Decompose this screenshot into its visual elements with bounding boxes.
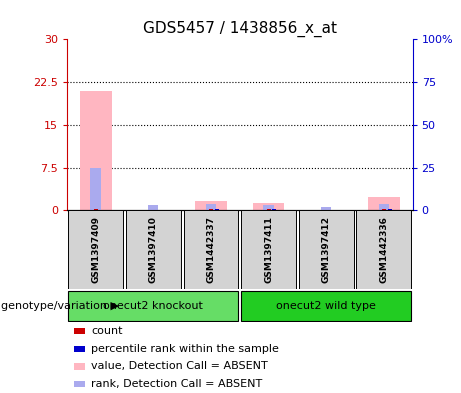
Text: percentile rank within the sample: percentile rank within the sample [91, 344, 279, 354]
Bar [90, 167, 101, 210]
Bar [126, 210, 181, 289]
Bar [80, 90, 112, 210]
Bar [195, 201, 227, 210]
Bar [74, 381, 85, 387]
Bar [263, 206, 274, 210]
Bar [94, 209, 98, 210]
Bar [388, 209, 391, 210]
Text: count: count [91, 326, 123, 336]
Bar [74, 328, 85, 334]
Text: GSM1397409: GSM1397409 [91, 216, 100, 283]
Bar [68, 210, 123, 289]
Bar [356, 210, 411, 289]
Text: value, Detection Call = ABSENT: value, Detection Call = ABSENT [91, 362, 268, 371]
Text: GSM1442337: GSM1442337 [207, 216, 215, 283]
Bar [74, 363, 85, 370]
Text: onecut2 wild type: onecut2 wild type [276, 301, 376, 310]
Text: onecut2 knockout: onecut2 knockout [103, 301, 203, 310]
Bar [215, 209, 219, 210]
Text: rank, Detection Call = ABSENT: rank, Detection Call = ABSENT [91, 379, 263, 389]
Bar [68, 290, 238, 321]
Bar [272, 209, 276, 210]
Bar [74, 345, 85, 352]
Text: GSM1397410: GSM1397410 [149, 216, 158, 283]
Bar [321, 207, 331, 210]
Title: GDS5457 / 1438856_x_at: GDS5457 / 1438856_x_at [143, 20, 337, 37]
Bar [253, 203, 284, 210]
Text: GSM1397411: GSM1397411 [264, 216, 273, 283]
Bar [148, 205, 159, 210]
Bar [299, 210, 354, 289]
Bar [382, 209, 386, 210]
Text: genotype/variation ▶: genotype/variation ▶ [1, 301, 119, 310]
Bar [266, 209, 271, 210]
Bar [209, 209, 213, 210]
Bar [241, 290, 411, 321]
Bar [368, 197, 400, 210]
Bar [241, 210, 296, 289]
Text: GSM1442336: GSM1442336 [379, 216, 388, 283]
Bar [183, 210, 238, 289]
Text: GSM1397412: GSM1397412 [322, 216, 331, 283]
Bar [206, 204, 216, 210]
Bar [378, 204, 389, 210]
